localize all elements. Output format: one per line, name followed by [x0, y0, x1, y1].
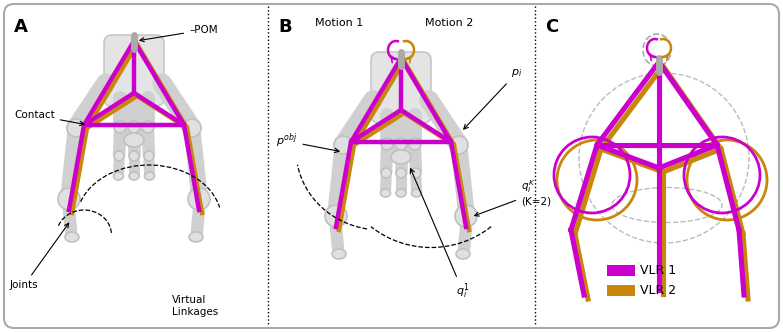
Circle shape [381, 168, 391, 178]
Ellipse shape [412, 189, 421, 197]
Circle shape [334, 136, 352, 154]
Circle shape [144, 151, 154, 161]
Bar [607, 285, 635, 296]
Circle shape [114, 121, 126, 133]
Ellipse shape [124, 133, 144, 147]
Circle shape [67, 119, 85, 137]
Ellipse shape [381, 189, 391, 197]
Text: VLR 2: VLR 2 [640, 284, 677, 297]
Circle shape [411, 168, 421, 178]
Text: B: B [278, 18, 291, 36]
Bar [607, 265, 635, 276]
Ellipse shape [396, 189, 406, 197]
Circle shape [381, 138, 393, 150]
Text: C: C [545, 18, 558, 36]
Ellipse shape [456, 249, 470, 259]
Circle shape [396, 168, 406, 178]
Circle shape [142, 121, 154, 133]
Text: Motion 2: Motion 2 [425, 18, 473, 28]
Text: Joints: Joints [10, 223, 69, 290]
Circle shape [114, 151, 124, 161]
Circle shape [395, 138, 407, 150]
Ellipse shape [145, 172, 154, 180]
Text: $p^{obj}$: $p^{obj}$ [276, 132, 339, 153]
FancyBboxPatch shape [371, 52, 431, 123]
Text: $p_i$: $p_i$ [464, 67, 522, 129]
Ellipse shape [65, 232, 79, 242]
Ellipse shape [391, 150, 411, 164]
Circle shape [58, 188, 80, 210]
Circle shape [450, 136, 468, 154]
Circle shape [128, 121, 140, 133]
Circle shape [409, 138, 421, 150]
Text: $q_i^1$: $q_i^1$ [410, 169, 470, 301]
Ellipse shape [114, 172, 124, 180]
Circle shape [455, 205, 477, 227]
FancyBboxPatch shape [4, 4, 779, 328]
Text: Contact: Contact [14, 110, 84, 125]
Text: $q_i^K$
(K=2): $q_i^K$ (K=2) [474, 179, 551, 216]
Text: A: A [14, 18, 28, 36]
Ellipse shape [332, 249, 346, 259]
FancyBboxPatch shape [104, 35, 164, 106]
Circle shape [188, 188, 210, 210]
Text: –POM: –POM [140, 25, 218, 42]
Circle shape [183, 119, 201, 137]
Text: Motion 1: Motion 1 [315, 18, 363, 28]
Ellipse shape [189, 232, 203, 242]
Ellipse shape [129, 172, 139, 180]
Text: VLR 1: VLR 1 [640, 264, 677, 277]
Text: Virtual
Linkages: Virtual Linkages [172, 295, 218, 317]
Circle shape [325, 205, 347, 227]
Circle shape [129, 151, 139, 161]
